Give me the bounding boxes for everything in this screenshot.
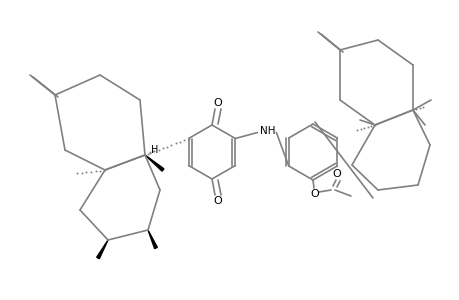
Text: O: O [213, 196, 222, 206]
Text: O: O [213, 98, 222, 108]
Text: H: H [151, 145, 158, 155]
Polygon shape [148, 230, 157, 249]
Text: NH: NH [259, 125, 274, 136]
Text: O: O [332, 169, 341, 179]
Text: O: O [310, 189, 319, 199]
Polygon shape [145, 155, 163, 171]
Polygon shape [96, 240, 108, 259]
